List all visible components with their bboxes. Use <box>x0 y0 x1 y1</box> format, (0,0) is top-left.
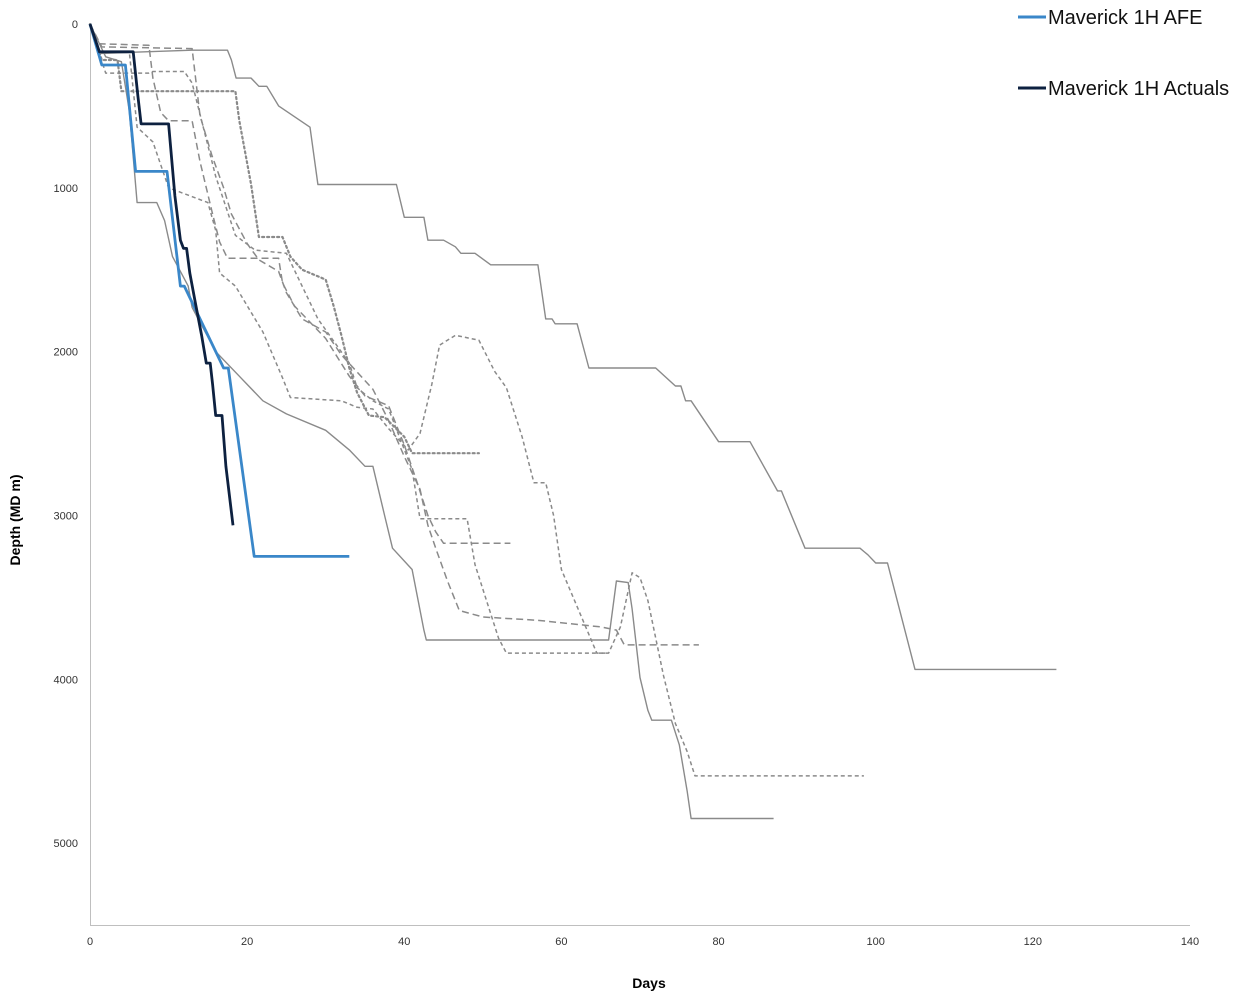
offset-well-line-7 <box>89 23 609 654</box>
series-lines <box>88 22 1057 820</box>
y-tick-label: 3000 <box>54 510 78 522</box>
tick-labels: 0 20 40 60 80 100 120 140 0 1000 2000 3000 4000 5000 <box>54 19 1200 948</box>
series-line-maverick-1h-actuals <box>88 23 235 526</box>
offset-well-line-5 <box>89 23 511 545</box>
x-tick-label: 20 <box>241 936 253 948</box>
offset-well-line-2 <box>89 23 1057 671</box>
legend-item-actuals: Maverick 1H Actuals <box>1018 78 1229 100</box>
x-tick-label: 40 <box>398 936 410 948</box>
offset-well-line-6 <box>89 23 699 646</box>
offset-well-line-8 <box>89 23 864 777</box>
x-axis-title: Days <box>632 975 666 991</box>
y-tick-label: 2000 <box>54 347 78 359</box>
y-tick-label: 5000 <box>54 838 78 850</box>
y-axis-title: Depth (MD m) <box>7 475 23 566</box>
y-tick-label: 0 <box>72 19 78 31</box>
axes <box>90 24 1190 926</box>
y-tick-label: 1000 <box>54 183 78 195</box>
offset-well-line-3 <box>89 23 774 820</box>
x-tick-label: 0 <box>87 936 93 948</box>
x-tick-label: 100 <box>867 936 885 948</box>
x-tick-label: 120 <box>1024 936 1042 948</box>
x-tick-label: 80 <box>712 936 724 948</box>
legend-item-afe: Maverick 1H AFE <box>1018 7 1202 29</box>
x-tick-label: 140 <box>1181 936 1199 948</box>
legend: Maverick 1H AFE Maverick 1H Actuals <box>1018 7 1229 100</box>
offset-well-line-4 <box>88 22 480 455</box>
legend-label-actuals: Maverick 1H Actuals <box>1048 78 1229 100</box>
x-tick-label: 60 <box>555 936 567 948</box>
series-line-maverick-1h-afe <box>88 23 350 558</box>
legend-label-afe: Maverick 1H AFE <box>1048 7 1202 29</box>
y-tick-label: 4000 <box>54 674 78 686</box>
